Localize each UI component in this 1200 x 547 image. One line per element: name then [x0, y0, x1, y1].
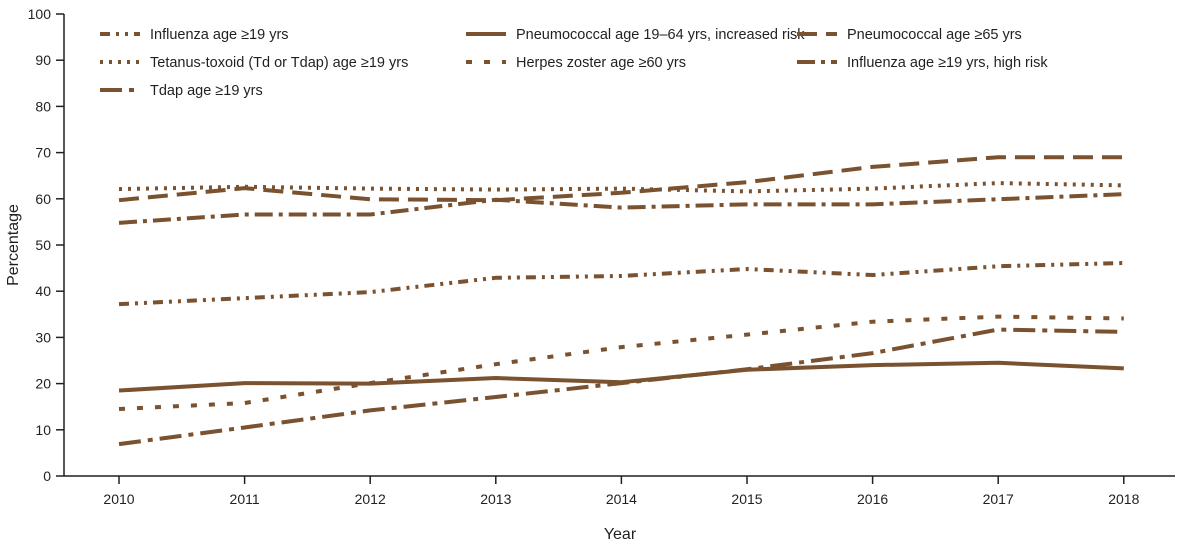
x-axis-title: Year	[604, 526, 637, 543]
x-tick-label: 2016	[857, 491, 888, 507]
y-tick-label: 40	[35, 283, 51, 299]
x-tick-label: 2013	[480, 491, 511, 507]
legend-label: Influenza age ≥19 yrs	[150, 27, 289, 43]
legend-label: Influenza age ≥19 yrs, high risk	[847, 55, 1048, 71]
y-tick-label: 30	[35, 329, 51, 345]
legend-item-pneumo-65: Pneumococcal age ≥65 yrs	[797, 27, 1022, 43]
y-tick-label: 10	[35, 422, 51, 438]
y-tick-label: 90	[35, 52, 51, 68]
legend-label: Herpes zoster age ≥60 yrs	[516, 55, 686, 71]
x-tick-label: 2011	[230, 491, 260, 507]
x-ticks: 2010 2011 2012 2013 2014 2015 2016 2017 2018	[103, 476, 1140, 507]
series-line-zoster	[118, 314, 1124, 412]
legend-item-flu: Influenza age ≥19 yrs	[100, 27, 289, 43]
x-tick-label: 2015	[731, 491, 762, 507]
y-tick-label: 20	[35, 376, 51, 392]
x-tick-label: 2010	[103, 491, 134, 507]
x-tick-label: 2012	[355, 491, 386, 507]
legend-item-pneumo-risk: Pneumococcal age 19–64 yrs, increased ri…	[466, 27, 805, 43]
x-tick-label: 2017	[983, 491, 1014, 507]
series-line-tdap	[118, 327, 1124, 447]
y-tick-label: 50	[35, 237, 51, 253]
legend-item-td: Tetanus-toxoid (Td or Tdap) age ≥19 yrs	[100, 55, 408, 71]
y-tick-label: 0	[43, 468, 51, 484]
legend-label: Pneumococcal age 19–64 yrs, increased ri…	[516, 27, 805, 43]
legend-label: Tdap age ≥19 yrs	[150, 83, 263, 99]
legend-item-flu-high: Influenza age ≥19 yrs, high risk	[797, 55, 1048, 71]
x-tick-label: 2018	[1108, 491, 1139, 507]
series-line-flu	[118, 261, 1124, 307]
y-axis-title: Percentage	[5, 204, 22, 286]
y-ticks: 0 10 20 30 40 50 60 70 80 90 100	[28, 6, 64, 484]
legend: Influenza age ≥19 yrs Pneumococcal age 19…	[100, 27, 1048, 99]
series-line-pneumo-65	[118, 155, 1124, 203]
plot-lines	[118, 155, 1124, 447]
y-tick-label: 100	[28, 6, 52, 22]
x-tick-label: 2014	[606, 491, 637, 507]
series-line-td	[118, 181, 1124, 194]
legend-item-zoster: Herpes zoster age ≥60 yrs	[466, 55, 686, 71]
legend-label: Pneumococcal age ≥65 yrs	[847, 27, 1022, 43]
series-line-flu-high	[118, 192, 1124, 225]
y-tick-label: 60	[35, 191, 51, 207]
y-tick-label: 70	[35, 145, 51, 161]
y-tick-label: 80	[35, 98, 51, 114]
series-line-pneumo-risk	[118, 360, 1124, 393]
legend-label: Tetanus-toxoid (Td or Tdap) age ≥19 yrs	[150, 55, 408, 71]
legend-item-tdap: Tdap age ≥19 yrs	[100, 83, 263, 99]
